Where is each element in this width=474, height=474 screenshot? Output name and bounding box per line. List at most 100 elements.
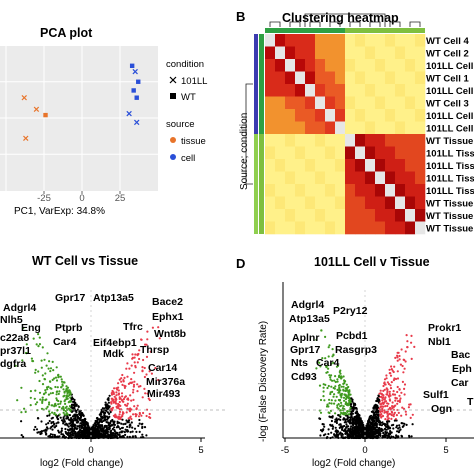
volcano-point <box>76 425 79 428</box>
volcano-point <box>358 414 361 417</box>
panel-letter-d: D <box>236 256 245 271</box>
volcano-point <box>65 417 68 420</box>
volcano-point <box>55 399 59 402</box>
volcano-point <box>117 415 121 419</box>
volcano-point <box>377 394 380 397</box>
heatmap-cell <box>295 71 306 85</box>
volcano-point <box>75 409 78 412</box>
heatmap-cell <box>345 84 356 97</box>
volcano-wt-gene-label: Bace2 <box>152 296 183 308</box>
heatmap-cell <box>315 209 326 222</box>
legend-cell-dot <box>170 154 176 160</box>
volcano-point <box>73 405 76 408</box>
volcano-point <box>354 406 357 409</box>
heatmap-cell <box>345 109 356 122</box>
volcano-point <box>77 420 80 423</box>
volcano-point <box>145 414 148 418</box>
volcano-point <box>324 383 327 386</box>
heatmap-cell <box>325 71 336 85</box>
volcano-point <box>108 406 111 409</box>
volcano-point <box>38 379 41 383</box>
volcano-point <box>104 401 107 404</box>
volcano-point <box>130 421 133 424</box>
heatmap-cell <box>285 209 296 222</box>
volcano-point <box>111 427 114 431</box>
volcano-point <box>327 384 330 388</box>
volcano-point <box>41 346 44 349</box>
volcano-point <box>409 416 412 419</box>
volcano-point <box>96 417 99 420</box>
volcano-point <box>405 423 408 426</box>
volcano-point <box>352 420 355 423</box>
volcano-point <box>141 426 144 429</box>
heatmap-cell <box>325 134 336 147</box>
volcano-point <box>62 422 65 425</box>
heatmap-cell <box>315 109 326 122</box>
heatmap-cell <box>405 59 416 72</box>
volcano-point <box>405 413 408 416</box>
volcano-point <box>66 392 69 395</box>
volcano-point <box>384 428 387 431</box>
volcano-point <box>64 427 67 431</box>
volcano-point <box>55 379 59 382</box>
volcano-point <box>381 399 384 402</box>
heatmap-cell <box>295 171 306 185</box>
volcano-101ll-y-label: -log (False Discovery Rate) <box>258 321 269 442</box>
volcano-point <box>124 403 127 406</box>
heatmap-cell <box>375 34 386 47</box>
volcano-wt-gene-label: Mir376a <box>146 376 185 388</box>
volcano-point <box>47 367 50 370</box>
heatmap-cell <box>285 121 296 135</box>
volcano-point <box>340 375 343 378</box>
heatmap-panel: B Clustering heatmap Source; condition W… <box>236 9 474 235</box>
volcano-point <box>70 397 73 400</box>
volcano-point <box>140 423 143 426</box>
volcano-point <box>145 343 148 346</box>
volcano-point <box>65 405 68 408</box>
heatmap-cell <box>275 34 286 47</box>
volcano-point <box>368 421 371 424</box>
heatmap-cell <box>275 59 286 72</box>
volcano-point <box>341 428 344 431</box>
heatmap-cell <box>265 109 276 122</box>
volcano-point <box>16 399 19 402</box>
heatmap-cell <box>375 196 386 210</box>
volcano-point <box>61 435 64 438</box>
volcano-point <box>46 352 49 355</box>
heatmap-cell <box>325 46 336 60</box>
volcano-point <box>383 409 386 412</box>
volcano-point <box>56 417 59 420</box>
volcano-point <box>107 399 110 402</box>
volcano-point <box>59 375 62 378</box>
heatmap-cell <box>375 46 386 60</box>
volcano-point <box>330 374 333 377</box>
volcano-point <box>401 380 404 383</box>
volcano-point <box>325 366 328 369</box>
heatmap-cell <box>395 159 406 172</box>
volcano-point <box>131 353 134 356</box>
volcano-point <box>342 396 346 399</box>
volcano-point <box>40 420 43 423</box>
heatmap-cell <box>285 159 296 172</box>
volcano-point <box>79 422 82 425</box>
heatmap-cell <box>305 134 316 147</box>
volcano-point <box>318 361 321 364</box>
volcano-point <box>384 383 387 386</box>
volcano-point <box>125 419 128 422</box>
volcano-point <box>126 362 129 365</box>
volcano-point <box>366 423 369 426</box>
heatmap-cell <box>315 96 326 110</box>
heatmap-cell <box>325 34 336 47</box>
heatmap-cell <box>345 59 356 72</box>
volcano-point <box>25 343 28 346</box>
volcano-point <box>20 386 23 389</box>
heatmap-cell <box>305 109 316 122</box>
heatmap-cell <box>305 46 316 60</box>
volcano-point <box>342 405 345 408</box>
heatmap-cell <box>415 134 426 147</box>
heatmap-cell <box>415 46 426 60</box>
volcano-point <box>68 405 72 408</box>
volcano-point <box>413 345 416 348</box>
volcano-point <box>321 357 324 360</box>
volcano-point <box>65 422 68 425</box>
